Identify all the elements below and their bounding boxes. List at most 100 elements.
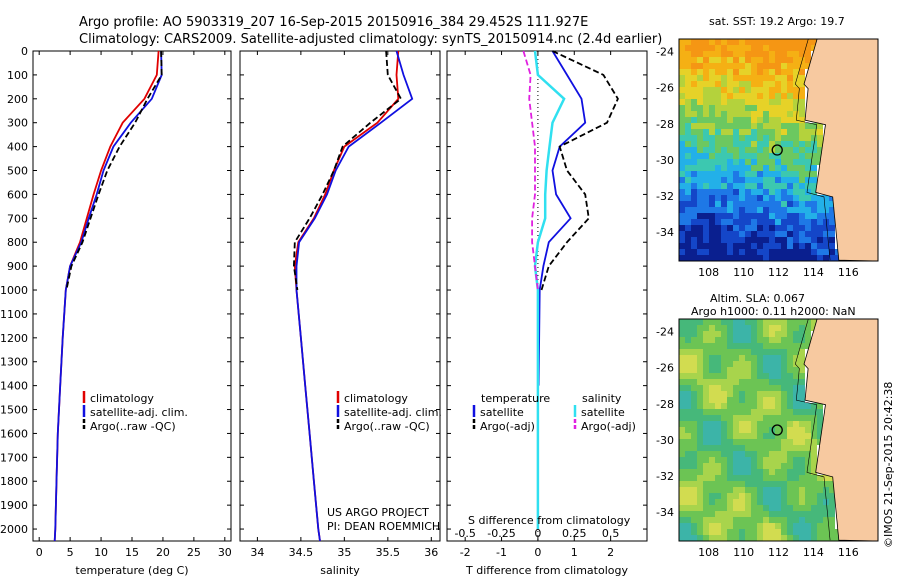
map-cell (685, 219, 691, 225)
map-cell (739, 237, 745, 243)
map-cell (763, 517, 769, 523)
map-cell (733, 409, 739, 415)
map-cell (739, 213, 745, 219)
map-cell (805, 421, 811, 427)
map-cell (691, 433, 697, 439)
map-cell (733, 535, 739, 541)
argo-float-marker (771, 424, 783, 436)
map-cell (715, 511, 721, 517)
map-cell (691, 475, 697, 481)
map-cell (709, 355, 715, 361)
map-cell (685, 105, 691, 111)
map-cell (733, 255, 739, 261)
map-cell (799, 189, 805, 195)
map-cell (709, 255, 715, 261)
map-cell (763, 391, 769, 397)
map-cell (697, 535, 703, 541)
map-cell (721, 385, 727, 391)
temperature-difference-line (537, 50, 587, 386)
map-cell (745, 201, 751, 207)
map-cell (787, 367, 793, 373)
map-cell (745, 499, 751, 505)
map-cell (745, 529, 751, 535)
map-cell (715, 69, 721, 75)
map-cell (727, 475, 733, 481)
map-cell (781, 517, 787, 523)
map-cell (799, 225, 805, 231)
map-cell (739, 367, 745, 373)
map-cell (697, 343, 703, 349)
map-cell (721, 505, 727, 511)
map-cell (799, 391, 805, 397)
map-cell (715, 147, 721, 153)
map-cell (685, 183, 691, 189)
map-cell (811, 195, 817, 201)
map-cell (715, 391, 721, 397)
map-cell (793, 99, 799, 105)
map-cell (745, 343, 751, 349)
map-cell (757, 373, 763, 379)
map-cell (679, 349, 685, 355)
map-cell (691, 249, 697, 255)
map-cell (751, 111, 757, 117)
map-cell (793, 183, 799, 189)
map-cell (715, 75, 721, 81)
map-cell (751, 319, 757, 325)
map-cell (715, 153, 721, 159)
map-cell (679, 237, 685, 243)
legend-head-temperature: temperature (481, 392, 550, 405)
map-cell (757, 349, 763, 355)
map-cell (763, 111, 769, 117)
map-cell (703, 343, 709, 349)
map-cell (715, 201, 721, 207)
map-cell (769, 505, 775, 511)
depth-tick-label: 1900 (0, 499, 28, 512)
map-cell (799, 511, 805, 517)
map-cell (733, 319, 739, 325)
map-cell (775, 523, 781, 529)
map-cell (727, 487, 733, 493)
map-cell (679, 135, 685, 141)
map-cell (685, 63, 691, 69)
x-tick-label: 15 (125, 546, 139, 559)
map-cell (829, 201, 835, 207)
map-cell (775, 457, 781, 463)
map-cell (793, 433, 799, 439)
map-cell (757, 153, 763, 159)
map-cell (811, 433, 817, 439)
map-cell (727, 415, 733, 421)
map-cell (751, 415, 757, 421)
map-cell (685, 141, 691, 147)
map-cell (709, 421, 715, 427)
map-cell (709, 207, 715, 213)
map-cell (769, 319, 775, 325)
map-cell (805, 165, 811, 171)
map-cell (769, 421, 775, 427)
map-cell (703, 213, 709, 219)
map-cell (727, 505, 733, 511)
map-cell (685, 51, 691, 57)
map-cell (763, 535, 769, 541)
map-cell (733, 123, 739, 129)
map-cell (793, 117, 799, 123)
map-cell (685, 195, 691, 201)
map-cell (769, 219, 775, 225)
map-cell (745, 415, 751, 421)
map-cell (751, 325, 757, 331)
map-cell (721, 487, 727, 493)
map-cell (721, 379, 727, 385)
map-cell (739, 427, 745, 433)
map-cell (781, 439, 787, 445)
map-cell (679, 159, 685, 165)
map-cell (691, 481, 697, 487)
map-cell (757, 75, 763, 81)
map-cell (703, 529, 709, 535)
credit-project: US ARGO PROJECT (327, 506, 429, 519)
map-cell (805, 189, 811, 195)
map-cell (775, 189, 781, 195)
map-cell (679, 123, 685, 129)
map-cell (751, 69, 757, 75)
map-cell (739, 231, 745, 237)
map-cell (787, 195, 793, 201)
x-tick-label: 20 (156, 546, 170, 559)
